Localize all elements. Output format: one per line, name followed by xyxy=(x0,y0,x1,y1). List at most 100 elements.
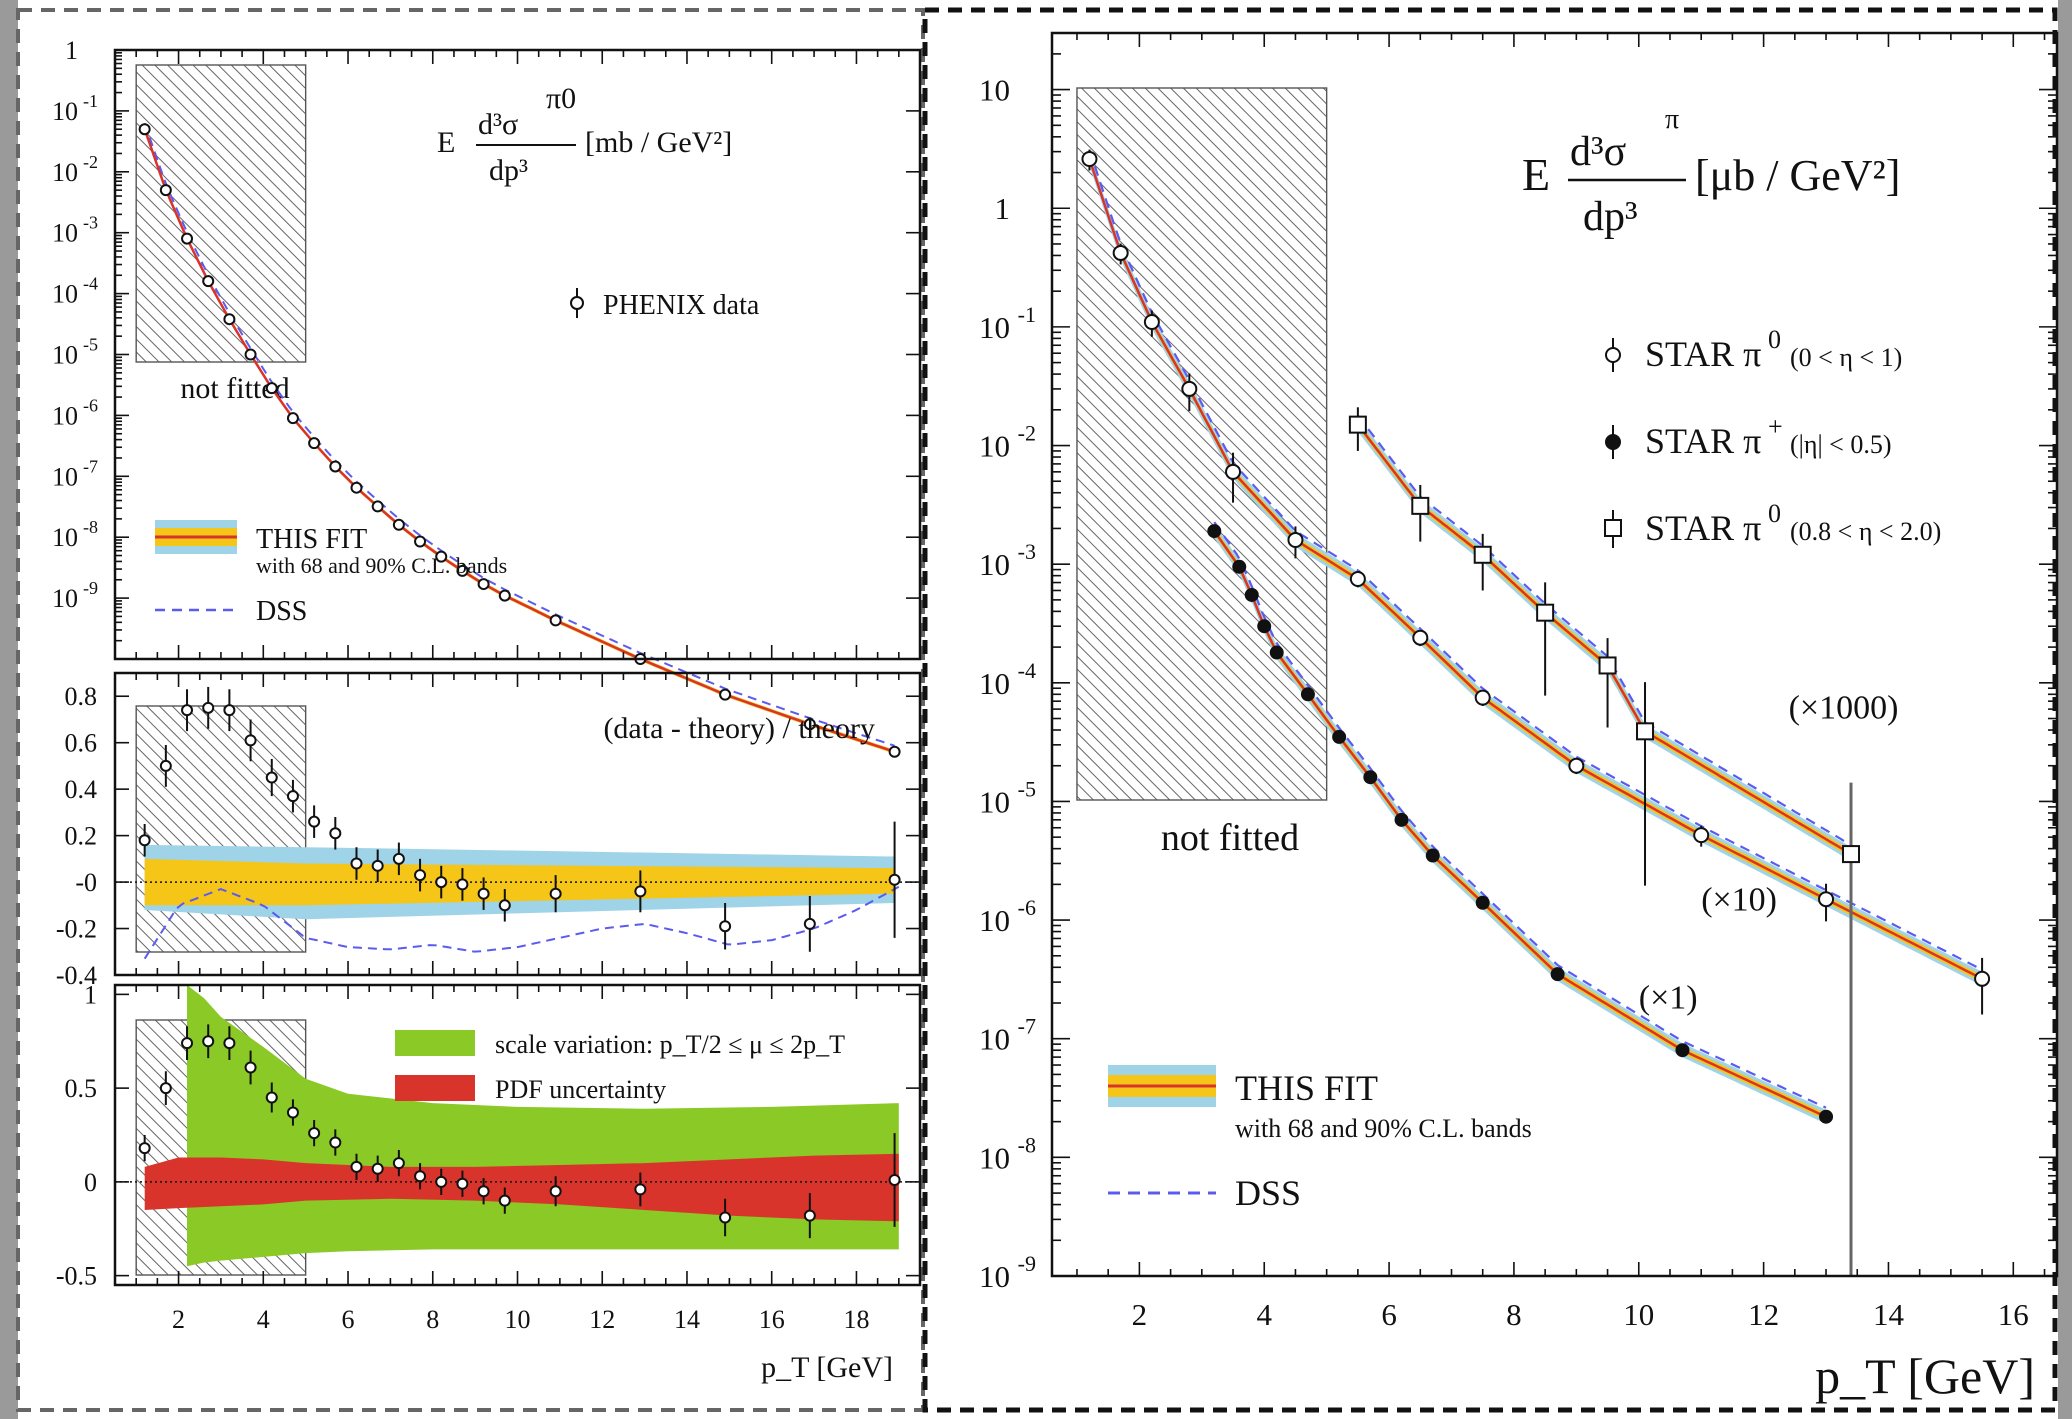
y-tick-label: 10 xyxy=(52,280,78,309)
y-tick-exponent: -7 xyxy=(83,456,98,476)
svg-text:STAR π: STAR π xyxy=(1645,421,1761,461)
data-point xyxy=(634,885,647,898)
data-point xyxy=(549,887,562,900)
scale-factor-label: (×10) xyxy=(1701,882,1777,919)
data-point xyxy=(244,734,257,747)
y-tick-exponent: -6 xyxy=(83,395,98,415)
svg-text:[μb / GeV²]: [μb / GeV²] xyxy=(1695,151,1900,200)
data-point-filled xyxy=(1207,524,1222,539)
left-figure-border xyxy=(16,8,925,1412)
y-tick-exponent: -7 xyxy=(1018,1014,1036,1039)
data-point xyxy=(329,827,342,840)
svg-text:dp³: dp³ xyxy=(1583,194,1638,240)
data-point xyxy=(1225,463,1242,480)
data-point xyxy=(1412,629,1429,646)
legend-dss-label: DSS xyxy=(256,596,307,627)
data-point xyxy=(803,1209,816,1222)
x-tick-label: 14 xyxy=(674,1305,700,1334)
data-point xyxy=(159,184,172,197)
panel-cross-section-phenix: not fitted 110-110-210-310-410-510-610-7… xyxy=(52,36,922,758)
y-tick-label: 0.5 xyxy=(65,1074,98,1103)
data-point xyxy=(265,771,278,784)
y-tick-label: -0.5 xyxy=(56,1262,97,1291)
scale-factor-label: (×1) xyxy=(1639,979,1698,1016)
cross-section-formula: E d³σ π0 dp³ [mb / GeV²] xyxy=(437,82,732,187)
svg-text:d³σ: d³σ xyxy=(1570,129,1626,175)
x-tick-label: 16 xyxy=(759,1305,785,1334)
data-point xyxy=(329,460,342,473)
data-point xyxy=(244,348,257,361)
svg-text:STAR π: STAR π xyxy=(1645,508,1761,548)
x-tick-label: 6 xyxy=(1381,1297,1397,1332)
data-point xyxy=(202,701,215,714)
data-point-square xyxy=(1598,656,1617,675)
data-point-filled xyxy=(1675,1043,1690,1058)
data-point xyxy=(371,1162,384,1175)
y-tick-exponent: -9 xyxy=(1018,1251,1036,1276)
legend-phenix-label: PHENIX data xyxy=(603,290,760,321)
data-point xyxy=(1143,313,1160,330)
data-point xyxy=(498,899,511,912)
y-tick-label: 0.6 xyxy=(65,729,98,758)
y-tick-exponent: -3 xyxy=(1018,539,1036,564)
legend-pdf-swatch xyxy=(395,1075,475,1101)
dss-curve xyxy=(1357,414,1852,847)
y-tick-exponent: -2 xyxy=(83,152,98,172)
data-point xyxy=(414,1170,427,1183)
data-point xyxy=(159,1082,172,1095)
data-point xyxy=(202,275,215,288)
data-point xyxy=(435,1175,448,1188)
y-tick-exponent: -4 xyxy=(1018,658,1036,683)
data-point xyxy=(1568,757,1585,774)
data-point xyxy=(159,759,172,772)
y-tick-exponent: -3 xyxy=(83,213,98,233)
legend-fit-right: THIS FIT with 68 and 90% C.L. bands DSS xyxy=(1108,1065,1532,1213)
svg-text:dp³: dp³ xyxy=(489,154,528,187)
data-point-square xyxy=(1411,496,1430,515)
data-point-square xyxy=(1348,415,1367,434)
svg-text:+: + xyxy=(1768,412,1783,441)
data-point xyxy=(329,1136,342,1149)
data-point xyxy=(1287,531,1304,548)
dss-curve xyxy=(1213,521,1827,1109)
y-tick-label: -0 xyxy=(75,868,97,897)
legend-fit-sublabel: with 68 and 90% C.L. bands xyxy=(256,553,507,578)
data-point-filled xyxy=(1244,587,1259,602)
y-tick-label: 0.8 xyxy=(65,682,98,711)
data-point xyxy=(1112,244,1129,261)
data-point-filled xyxy=(1425,848,1440,863)
pdf-uncertainty-band xyxy=(144,1153,899,1222)
data-point xyxy=(244,1061,257,1074)
data-point-filled xyxy=(1300,687,1315,702)
data-point xyxy=(803,917,816,930)
data-point xyxy=(308,437,321,450)
fit-curve xyxy=(1213,530,1827,1118)
right-figure-border xyxy=(922,7,2058,1413)
x-tick-label: 14 xyxy=(1873,1297,1905,1332)
panel-uncertainty: 2 4 6 8 10 12 14 16 18 1 0.5 0 -0.5 scale variation:… xyxy=(56,980,922,1384)
data-point xyxy=(888,1174,901,1186)
y-tick-exponent: -6 xyxy=(1018,895,1036,920)
data-point xyxy=(1693,827,1710,844)
data-point xyxy=(1349,570,1366,587)
data-point xyxy=(1974,970,1991,987)
y-tick-label: 10 xyxy=(979,73,1010,108)
data-point xyxy=(392,1157,405,1170)
y-tick-label: 10 xyxy=(52,462,78,491)
svg-text:E: E xyxy=(437,126,455,159)
data-point xyxy=(1474,689,1491,706)
y-tick-label: 1 xyxy=(65,36,78,65)
svg-text:d³σ: d³σ xyxy=(478,108,518,141)
y-tick-exponent: -9 xyxy=(83,578,98,598)
data-point xyxy=(456,564,469,577)
data-point xyxy=(549,1185,562,1198)
y-tick-label: 10 xyxy=(52,401,78,430)
x-tick-label: 10 xyxy=(505,1305,531,1334)
dss-curve xyxy=(143,885,900,960)
x-axis-label-right: p_T [GeV] xyxy=(1815,1348,2035,1404)
data-point-filled xyxy=(1269,645,1284,660)
y-tick-label: 10 xyxy=(979,1259,1010,1294)
x-tick-label: 12 xyxy=(1748,1297,1779,1332)
x-tick-label: 6 xyxy=(342,1305,355,1334)
